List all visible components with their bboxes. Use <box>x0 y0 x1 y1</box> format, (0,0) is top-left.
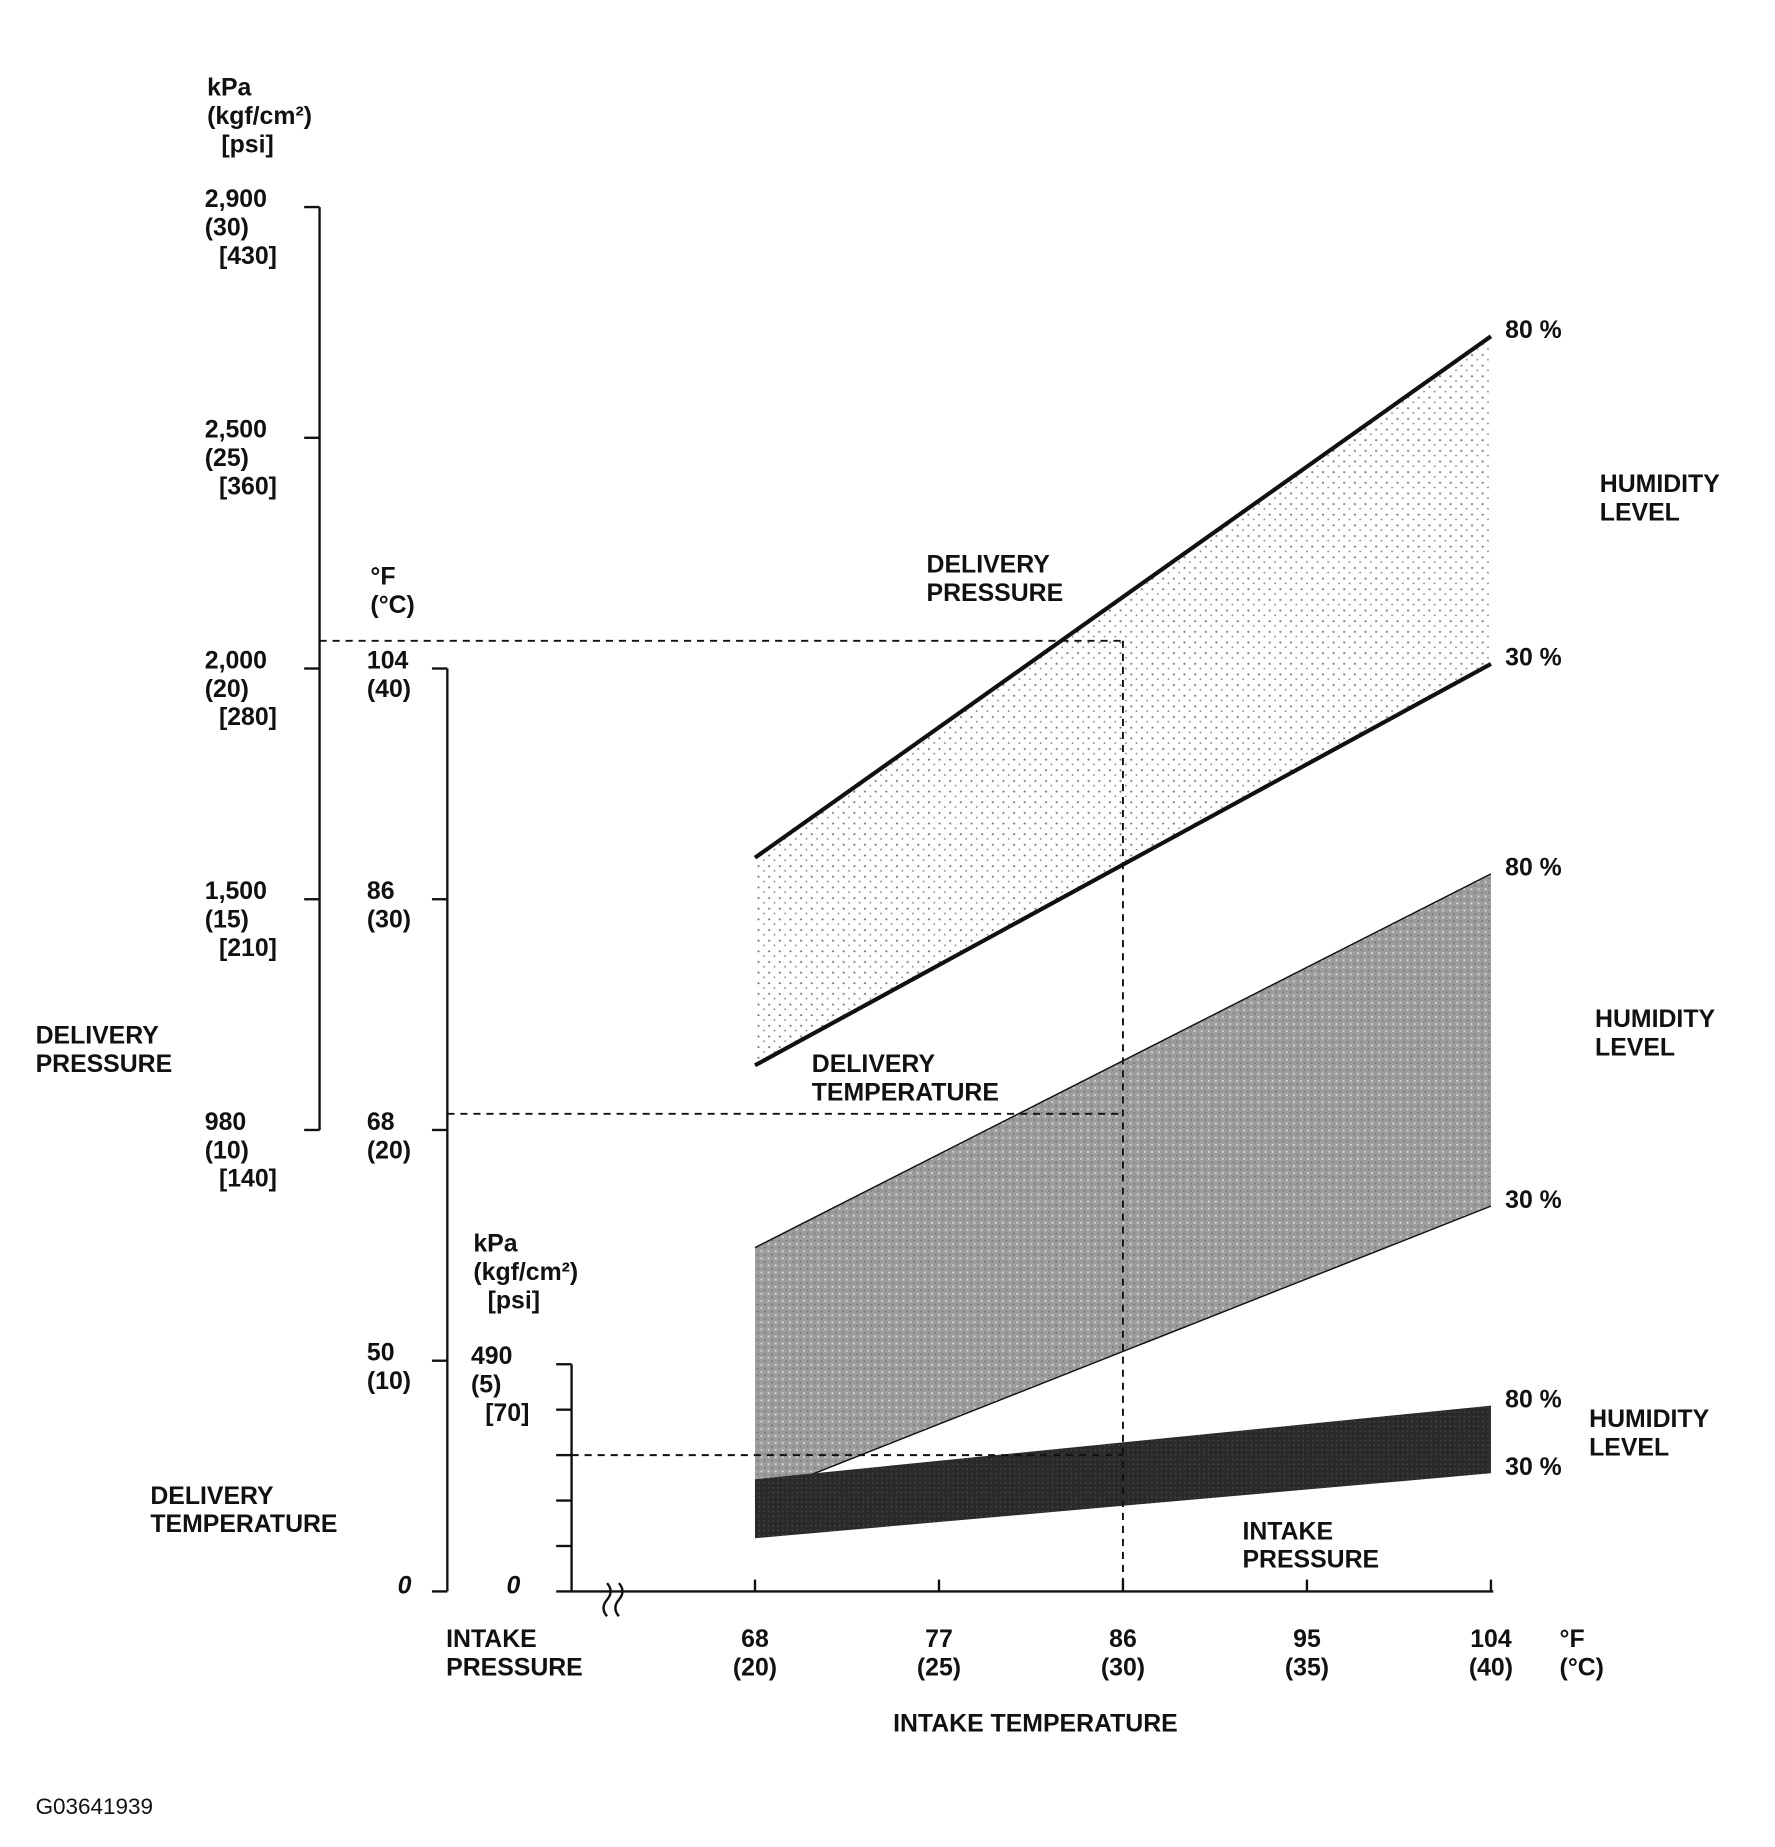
y-tick-label: 1,500 (15) [210] <box>205 878 277 962</box>
y-tick-label: 2,500 (25) [360] <box>205 416 277 500</box>
humidity-percent: 80 % <box>1505 855 1562 882</box>
humidity-bound <box>754 1205 1492 1498</box>
y-axis-unit: °F (°C) <box>370 563 414 618</box>
y-tick-label: 0 <box>507 1572 521 1599</box>
x-axis-unit: °F (°C) <box>1560 1625 1604 1680</box>
y-tick-label: 50 (10) <box>367 1339 411 1394</box>
y-axis-title: INTAKE PRESSURE <box>446 1625 583 1680</box>
x-tick-label: 95 (35) <box>1285 1625 1329 1680</box>
humidity-percent: 30 % <box>1505 1454 1562 1481</box>
y-axis-title: DELIVERY PRESSURE <box>36 1022 173 1077</box>
y-tick-label: 0 <box>398 1572 412 1599</box>
y-axis-unit: kPa (kgf/cm²) [psi] <box>473 1230 578 1314</box>
x-tick-label: 104 (40) <box>1469 1625 1513 1680</box>
y-tick-label: 490 (5) [70] <box>471 1343 529 1427</box>
humidity-percent: 80 % <box>1505 1386 1562 1413</box>
band-name: INTAKE PRESSURE <box>1242 1518 1379 1573</box>
y-axis-title: DELIVERY TEMPERATURE <box>150 1482 337 1537</box>
band-name: DELIVERY PRESSURE <box>927 551 1064 606</box>
x-tick-label: 68 (20) <box>733 1625 777 1680</box>
y-tick-label: 980 (10) [140] <box>205 1108 277 1192</box>
band-name: DELIVERY TEMPERATURE <box>812 1050 999 1105</box>
humidity-bound <box>753 334 1493 860</box>
humidity-band <box>754 1405 1491 1539</box>
humidity-percent: 80 % <box>1505 317 1562 344</box>
figure-id: G03641939 <box>36 1794 153 1819</box>
x-tick-label: 77 (25) <box>917 1625 961 1680</box>
axis-break <box>602 1582 624 1618</box>
humidity-percent: 30 % <box>1505 645 1562 672</box>
x-tick-label: 86 (30) <box>1101 1625 1145 1680</box>
humidity-label: HUMIDITY LEVEL <box>1589 1405 1709 1460</box>
y-tick-label: 86 (30) <box>367 878 411 933</box>
humidity-band <box>754 336 1491 1066</box>
humidity-label: HUMIDITY LEVEL <box>1595 1005 1715 1060</box>
y-tick-label: 104 (40) <box>367 647 411 702</box>
y-axis-unit: kPa (kgf/cm²) [psi] <box>207 74 312 158</box>
x-axis-title: INTAKE TEMPERATURE <box>893 1711 1178 1738</box>
humidity-band <box>754 873 1491 1497</box>
y-tick-label: 68 (20) <box>367 1108 411 1163</box>
y-tick-label: 2,000 (20) [280] <box>205 647 277 731</box>
humidity-label: HUMIDITY LEVEL <box>1600 471 1720 526</box>
y-tick-label: 2,900 (30) [430] <box>205 186 277 270</box>
humidity-percent: 30 % <box>1505 1187 1562 1214</box>
